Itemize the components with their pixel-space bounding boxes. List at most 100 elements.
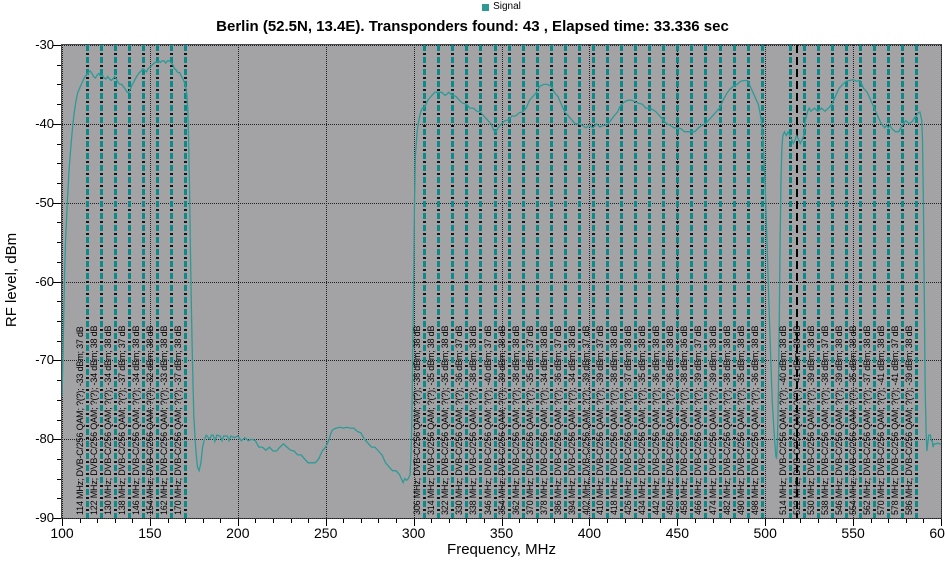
x-tick <box>431 519 433 523</box>
transponder-label: 346 MHz; DVB-C/256 QAM; ?(?); -40 dBm; 3… <box>482 325 493 515</box>
transponder-label: 442 MHz; DVB-C/256 QAM; ?(?); -36 dBm; 3… <box>651 325 662 515</box>
x-tick <box>132 519 134 523</box>
transponder-marker <box>676 45 680 518</box>
transponder-label: 546 MHz; DVB-C/256 QAM; ?(?); -39 dBm; 3… <box>834 325 845 515</box>
x-tick-label: 300 <box>401 525 426 541</box>
x-tick <box>835 519 837 523</box>
transponder-marker <box>732 45 736 518</box>
transponder-label: 386 MHz; DVB-C/256 QAM; ?(?); -36 dBm; 3… <box>552 325 563 515</box>
horizontal-gridline <box>62 45 941 46</box>
transponder-marker <box>577 45 581 518</box>
x-tick <box>483 519 485 523</box>
y-tick <box>57 320 61 322</box>
transponder-label: 474 MHz; DVB-C/256 QAM; ?(?); -39 dBm; 3… <box>707 325 718 515</box>
y-tick <box>57 478 61 480</box>
y-tick <box>57 399 61 401</box>
x-tick <box>378 519 380 523</box>
vertical-gridline <box>941 45 942 518</box>
y-tick <box>53 439 61 441</box>
transponder-marker <box>155 45 159 518</box>
x-tick <box>589 519 591 526</box>
transponder-label: 562 MHz; DVB-C/256 QAM; ?(?); -37 dBm; 3… <box>862 325 873 515</box>
y-tick-label: -90 <box>35 510 54 525</box>
transponder-label: 514 MHz; DVB-C/256 QAM; ?(?); -40 dBm; 3… <box>777 325 788 515</box>
transponder-marker <box>690 45 694 518</box>
transponder-label: 578 MHz; DVB-C/256 QAM; ?(?); -41 dBm; 3… <box>890 325 901 515</box>
x-tick <box>817 519 819 523</box>
transponder-marker <box>887 45 891 518</box>
transponder-marker <box>915 45 919 518</box>
transponder-label: 490 MHz; DVB-C/256 QAM; ?(?); -35 dBm; 3… <box>735 325 746 515</box>
transponder-marker <box>845 45 849 518</box>
x-tick <box>747 519 749 523</box>
x-tick-label: 200 <box>226 525 250 541</box>
y-tick <box>53 123 61 125</box>
x-axis-title: Frequency, MHz <box>447 541 556 558</box>
transponder-label: 154 MHz; DVB-C/256 QAM; ?(?); -32 dBm; 3… <box>144 325 155 515</box>
y-tick <box>57 222 61 224</box>
transponder-marker <box>170 45 173 518</box>
transponder-label: 170 MHz; DVB-C/256 QAM; ?(?); -37 dBm; 3… <box>173 325 184 515</box>
transponder-marker <box>788 45 792 518</box>
x-tick <box>343 519 345 523</box>
x-tick <box>571 519 573 523</box>
x-tick <box>624 519 626 523</box>
transponder-marker <box>423 45 427 518</box>
transponder-label: 314 MHz; DVB-C/256 QAM; ?(?); -35 dBm; 3… <box>426 325 437 515</box>
transponder-label: 450 MHz; DVB-C/256 QAM; ?(?); -36 dBm; 3… <box>665 325 676 515</box>
x-tick <box>694 519 696 523</box>
x-tick <box>114 519 116 523</box>
y-tick <box>53 518 61 519</box>
transponder-label: 330 MHz; DVB-C/256 QAM; ?(?); -36 dBm; 3… <box>454 325 465 515</box>
transponder-marker <box>873 45 877 518</box>
transponder-label: 378 MHz; DVB-C/256 QAM; ?(?); -34 dBm; 3… <box>538 325 549 515</box>
x-tick <box>466 519 468 523</box>
x-tick <box>659 519 661 523</box>
y-tick <box>57 143 61 145</box>
x-tick <box>237 519 239 526</box>
transponder-label: 410 MHz; DVB-C/256 QAM; ?(?); -39 dBm; 3… <box>595 325 605 515</box>
transponder-marker <box>507 45 511 518</box>
x-tick-label: 500 <box>753 525 777 541</box>
y-tick <box>57 261 61 263</box>
transponder-marker <box>746 45 750 518</box>
x-tick <box>413 519 415 526</box>
x-tick-label: 100 <box>50 525 74 541</box>
x-tick <box>519 519 521 523</box>
transponder-marker <box>816 45 820 518</box>
transponder-label: 466 MHz; DVB-C/256 QAM; ?(?); -39 dBm; 3… <box>693 325 704 515</box>
transponder-label: 498 MHz; DVB-C/256 QAM; ?(?); -36 dBm; 3… <box>749 325 760 515</box>
spectrum-plot[interactable]: 114 MHz; DVB-C/256 QAM; ?(?); -33 dBm; 3… <box>61 44 942 519</box>
y-tick <box>53 45 61 46</box>
x-tick <box>536 519 538 523</box>
x-tick-label: 450 <box>665 525 689 541</box>
transponder-label: 426 MHz; DVB-C/256 QAM; ?(?); -37 dBm; 3… <box>623 325 634 515</box>
transponder-label: 162 MHz; DVB-C/256 QAM; ?(?); -33 dBm; 3… <box>159 325 169 515</box>
x-tick <box>202 519 204 523</box>
transponder-marker <box>493 45 497 518</box>
signal-swatch-icon <box>482 3 490 11</box>
transponder-label: 434 MHz; DVB-C/256 QAM; ?(?); -35 dBm; 3… <box>637 325 648 515</box>
transponder-label: 402 MHz; DVB-C/256 QAM; ?(?); -39 dBm; 3… <box>580 325 591 515</box>
transponder-marker <box>451 45 455 518</box>
x-tick <box>255 519 257 523</box>
x-tick <box>712 519 714 523</box>
x-tick <box>308 519 310 523</box>
cursor-line <box>795 45 798 518</box>
y-tick <box>57 498 61 500</box>
transponder-marker <box>620 45 623 518</box>
y-tick <box>53 360 61 362</box>
transponder-label: 554 MHz; DVB-C/256 QAM; ?(?); -35 dBm; 3… <box>848 325 859 515</box>
transponder-label: 338 MHz; DVB-C/256 QAM; ?(?); -38 dBm; 3… <box>468 325 479 515</box>
y-tick-label: -30 <box>35 37 54 52</box>
transponder-marker <box>662 45 666 518</box>
x-tick <box>782 519 784 523</box>
transponder-marker <box>113 45 117 518</box>
transponder-marker <box>563 45 567 518</box>
x-tick <box>220 519 222 523</box>
transponder-label: 306 MHz; DVB-C/256 QAM; ?(?); -38 dBm; 3… <box>412 325 423 515</box>
transponder-marker <box>549 45 553 518</box>
transponder-label: 418 MHz; DVB-C/256 QAM; ?(?); -38 dBm; 3… <box>609 325 619 515</box>
transponder-marker <box>479 45 483 518</box>
x-tick <box>607 519 608 523</box>
